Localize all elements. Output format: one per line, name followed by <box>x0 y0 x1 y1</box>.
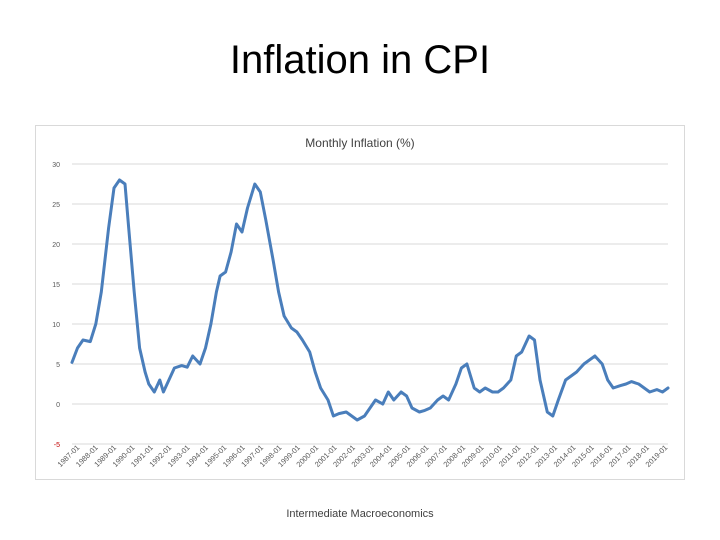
slide-title: Inflation in CPI <box>229 38 491 82</box>
series-line <box>70 178 670 422</box>
y-tick-label: 30 <box>52 162 60 169</box>
y-tick-label: 5 <box>56 362 60 369</box>
y-tick-label: 15 <box>52 282 60 289</box>
chart-title: Monthly Inflation (%) <box>305 136 414 150</box>
y-tick-label: 10 <box>52 322 60 329</box>
y-tick-label: 25 <box>52 202 60 209</box>
y-tick-label: 0 <box>56 402 60 409</box>
chart-container: Monthly Inflation (%) -5 0 5 10 15 20 25 30 198… <box>35 125 685 480</box>
y-tick-label: 20 <box>52 242 60 249</box>
slide-footer: Intermediate Macroeconomics <box>286 508 434 520</box>
y-tick-label: -5 <box>54 442 60 449</box>
